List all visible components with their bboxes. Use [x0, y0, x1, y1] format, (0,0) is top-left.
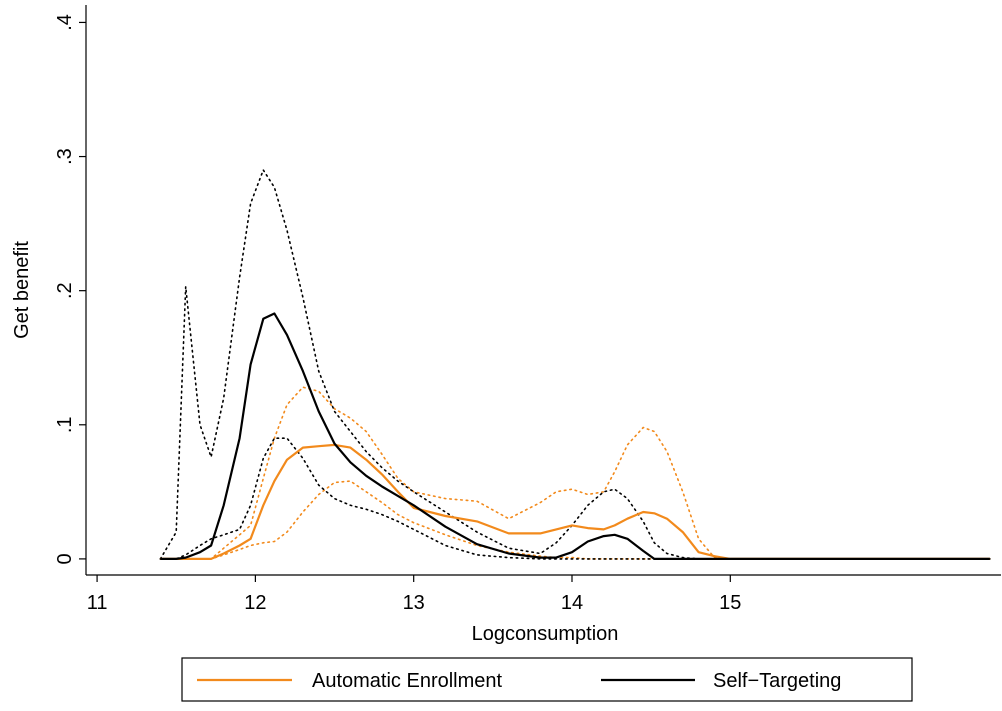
x-tick-label: 15: [719, 592, 741, 614]
x-tick-label: 11: [87, 592, 108, 614]
legend: [181, 657, 913, 702]
y-axis-title: Get benefit: [11, 241, 33, 339]
legend-label: Automatic Enrollment: [312, 670, 503, 692]
x-axis-title: Logconsumption: [472, 623, 619, 645]
y-tick-label: 0: [54, 553, 76, 564]
series-line: [160, 312, 990, 560]
y-tick-label: .4: [54, 14, 76, 31]
x-tick-label: 13: [403, 592, 425, 614]
x-tick-label: 12: [244, 592, 266, 614]
legend-label: Self−Targeting: [713, 670, 841, 692]
x-tick-label: 14: [561, 592, 583, 614]
ci-line: [159, 437, 991, 560]
ci-line: [159, 168, 991, 560]
y-tick-label: .2: [54, 282, 76, 299]
ci-line: [159, 386, 991, 560]
y-tick-label: .1: [54, 416, 76, 433]
series-line: [160, 443, 990, 560]
y-tick-label: .3: [54, 148, 76, 165]
ci-line: [159, 480, 991, 560]
